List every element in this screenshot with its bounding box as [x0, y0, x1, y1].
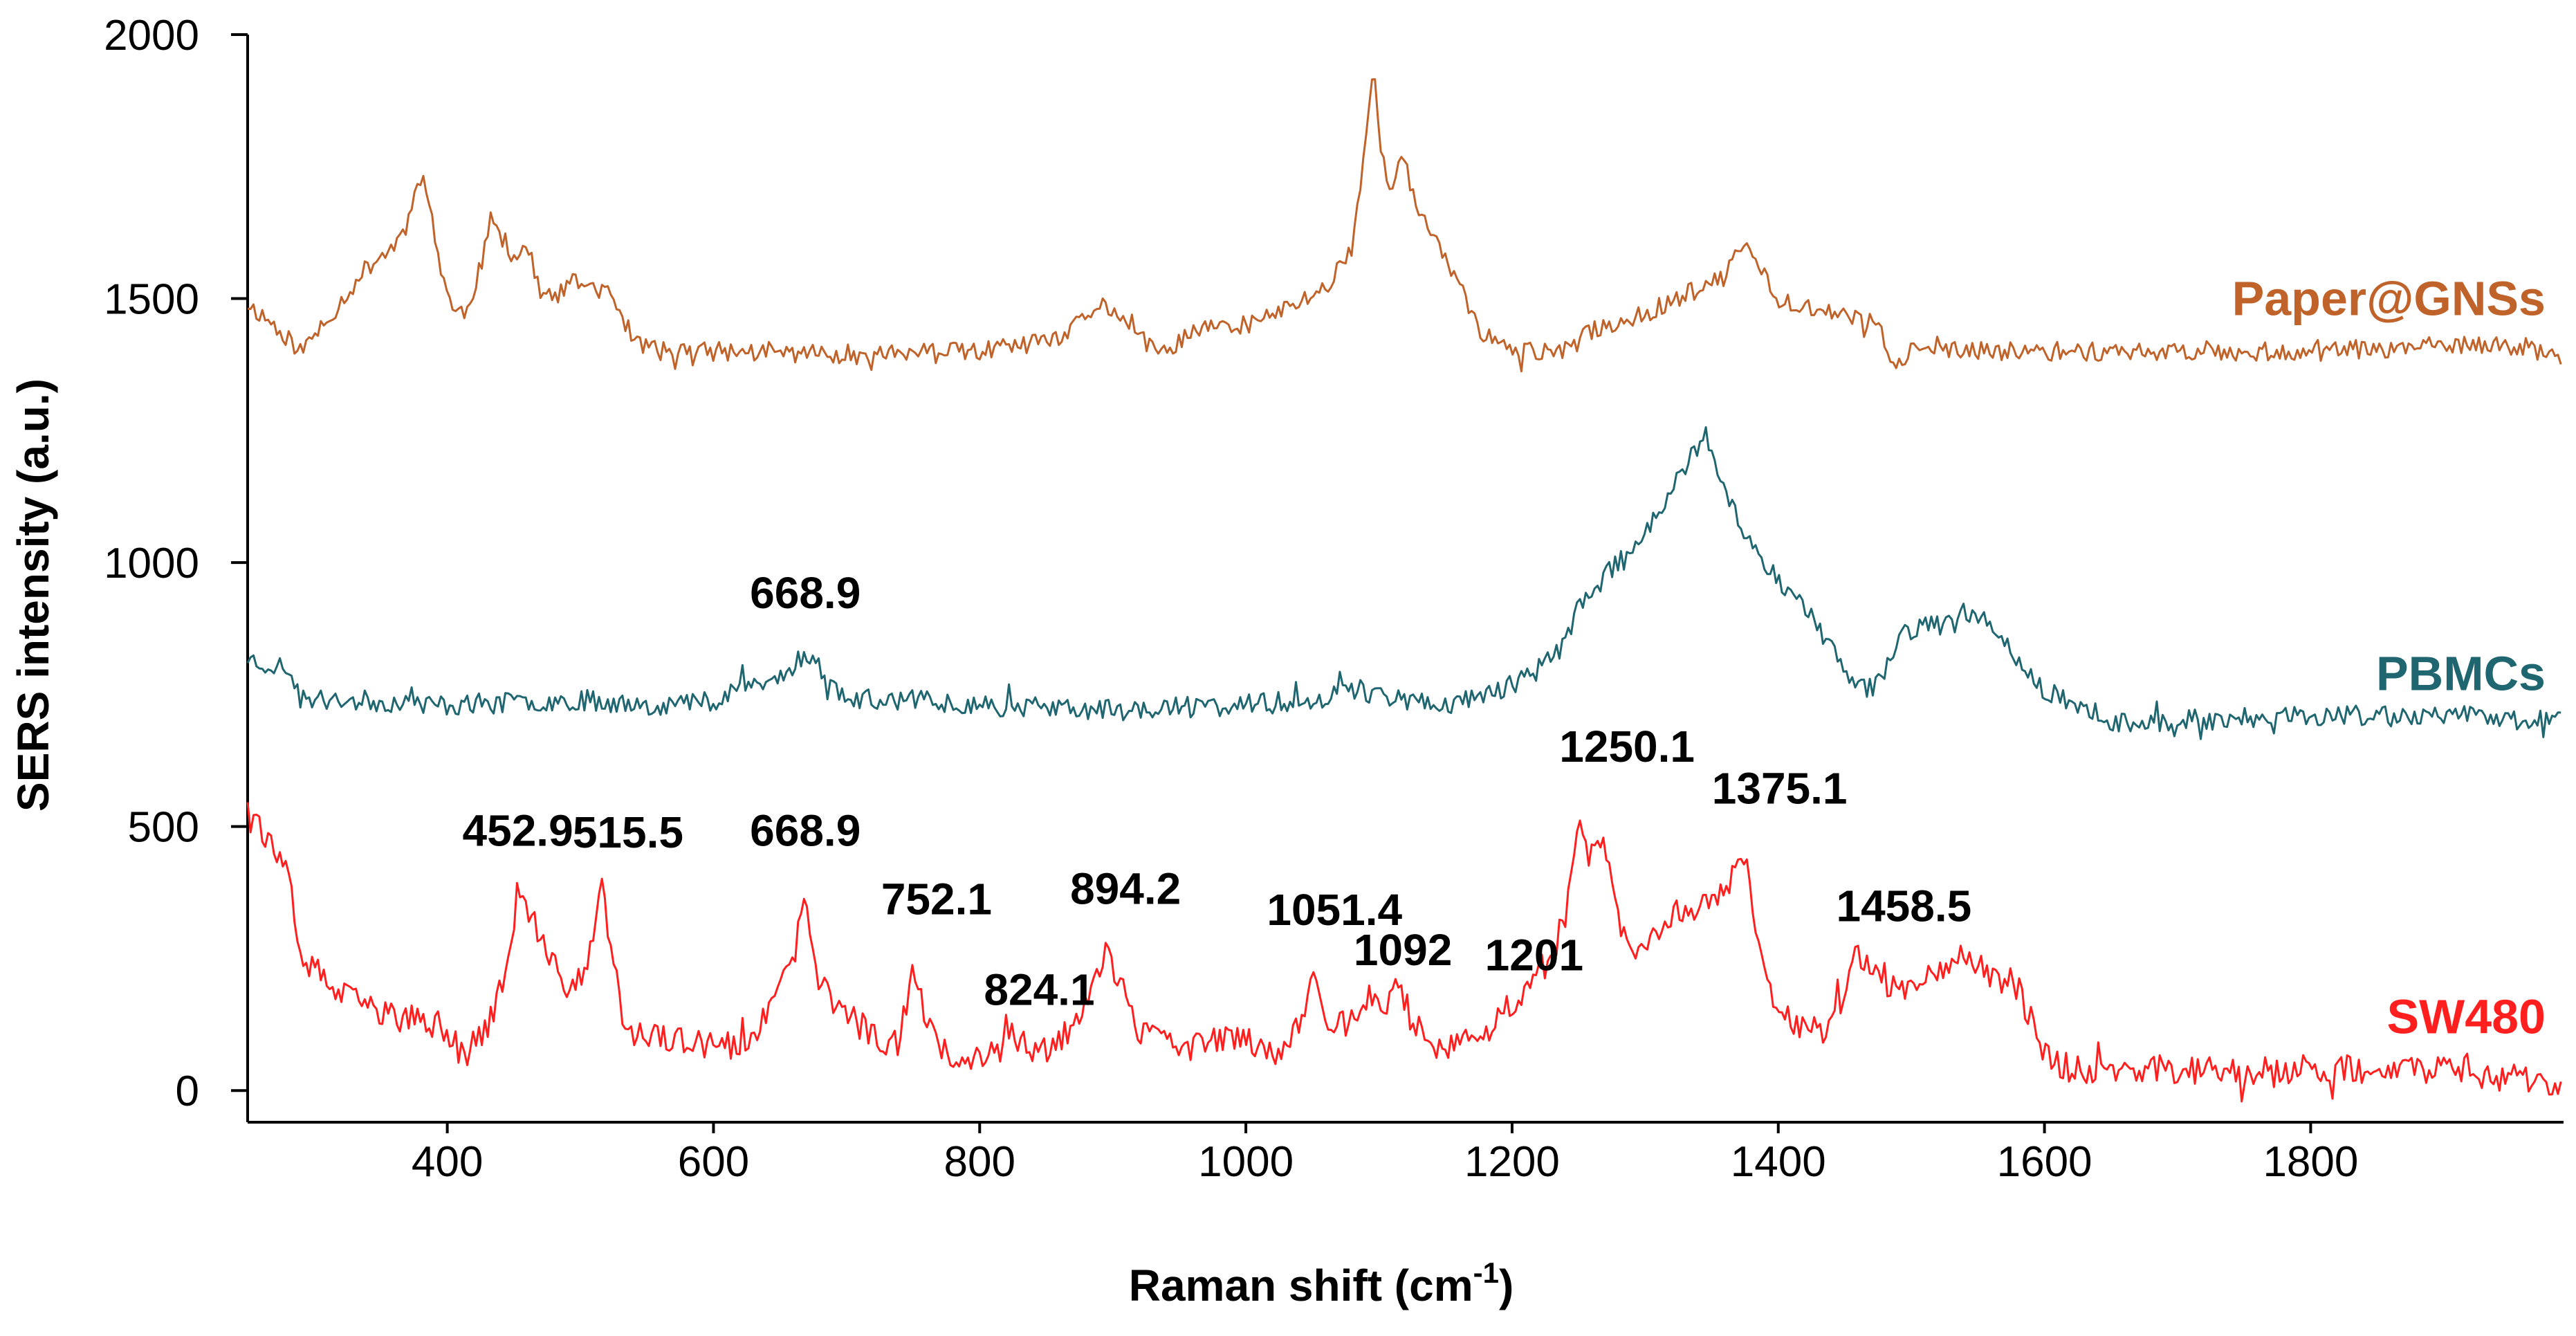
- peak-annotations: 668.9 452.9 515.5 668.9 752.1 824.1 894.2 1051.…: [463, 568, 1972, 1014]
- x-axis-title-suffix: ): [1499, 1261, 1514, 1310]
- x-tick-label: 600: [678, 1138, 749, 1186]
- x-tick-label: 400: [412, 1138, 483, 1186]
- y-ticks: 0 500 1000 1500 2000: [104, 12, 248, 1115]
- peak-label: 1375.1: [1712, 763, 1848, 813]
- series-line-pbmcs: [246, 426, 2561, 740]
- y-tick-label: 500: [128, 804, 199, 852]
- x-tick-label: 800: [944, 1138, 1015, 1186]
- y-tick-label: 1500: [104, 276, 199, 324]
- x-tick-label: 1200: [1464, 1138, 1560, 1186]
- x-tick-label: 1000: [1198, 1138, 1294, 1186]
- peak-label: 668.9: [750, 568, 861, 618]
- peak-label: 1458.5: [1836, 881, 1971, 931]
- x-tick-label: 1400: [1731, 1138, 1826, 1186]
- x-tick-label: 1800: [2263, 1138, 2358, 1186]
- y-tick-label: 0: [176, 1068, 199, 1115]
- series-layer: [246, 78, 2562, 1103]
- series-label: Paper@GNSs: [2232, 272, 2546, 326]
- peak-label: 752.1: [881, 875, 992, 924]
- y-axis-title: SERS intensity (a.u.): [8, 378, 58, 812]
- peak-label: 515.5: [573, 807, 683, 857]
- series-line-sw480: [246, 802, 2562, 1103]
- peak-label: 452.9: [463, 805, 573, 855]
- peak-label: 1051.4: [1267, 885, 1402, 935]
- axes: 400 600 800 1000 1200 1400 1600 1800 0 500 1000 15…: [104, 12, 2564, 1186]
- peak-label: 894.2: [1070, 863, 1181, 913]
- x-axis-title: Raman shift (cm-1): [1129, 1256, 1514, 1310]
- peak-label: 1092: [1354, 925, 1452, 975]
- y-tick-label: 1000: [104, 540, 199, 587]
- series-label: PBMCs: [2376, 646, 2546, 700]
- peak-label: 1201: [1485, 931, 1583, 980]
- series-line-paper-gnss: [247, 78, 2562, 373]
- series-label: SW480: [2386, 989, 2546, 1043]
- x-ticks: 400 600 800 1000 1200 1400 1600 1800: [412, 1122, 2358, 1186]
- peak-label: 668.9: [750, 805, 861, 855]
- peak-label: 1250.1: [1559, 722, 1695, 771]
- series-labels: Paper@GNSs PBMCs SW480: [2232, 272, 2546, 1044]
- x-tick-label: 1600: [1997, 1138, 2092, 1186]
- peak-label: 824.1: [984, 964, 1094, 1014]
- x-axis-title-main: Raman shift (cm: [1129, 1261, 1473, 1310]
- x-axis-title-superscript: -1: [1473, 1256, 1499, 1289]
- y-tick-label: 2000: [104, 12, 199, 60]
